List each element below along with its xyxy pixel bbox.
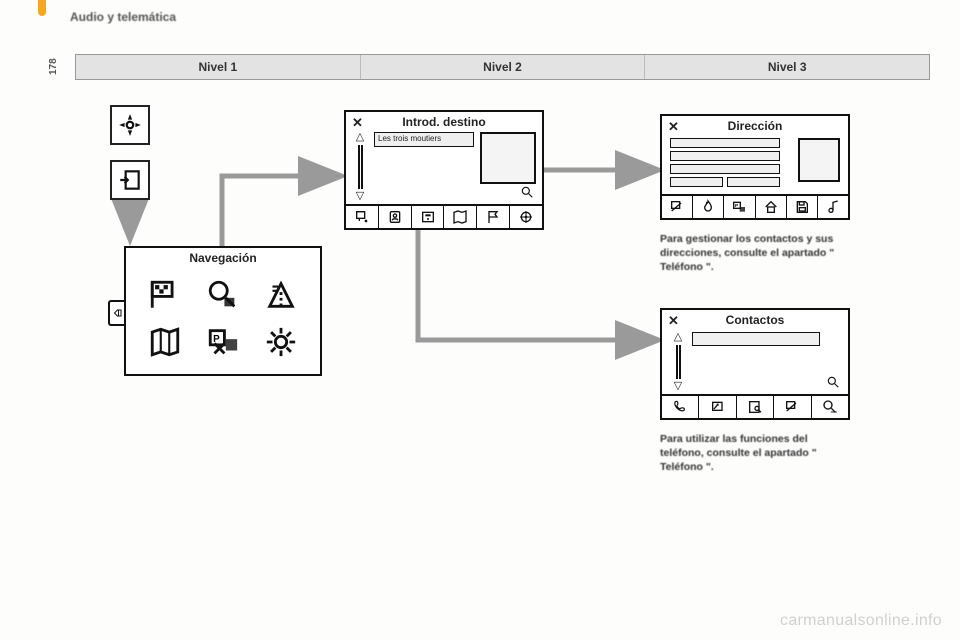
tb-contacts-icon[interactable] <box>379 206 412 228</box>
level-3-label: Nivel 3 <box>645 55 929 79</box>
tb-address-icon[interactable] <box>346 206 379 228</box>
level-header-bar: Nivel 1 Nivel 2 Nivel 3 <box>75 54 930 80</box>
contacts-toolbar: abc <box>662 394 848 418</box>
tb-navcontact-icon[interactable] <box>774 396 811 418</box>
address-panel: ✕ Dirección P <box>660 114 850 220</box>
level-2-label: Nivel 2 <box>361 55 646 79</box>
contacts-caption: Para utilizar las funciones del teléfono… <box>660 432 850 475</box>
nav-route-icon[interactable] <box>256 275 306 314</box>
close-icon[interactable]: ✕ <box>668 119 679 135</box>
scroll-indicator[interactable]: △ ▽ <box>352 132 368 202</box>
close-icon[interactable]: ✕ <box>352 115 363 131</box>
nav-map-icon[interactable] <box>140 322 190 361</box>
svg-text:P: P <box>735 203 738 208</box>
tb-recent-icon[interactable] <box>412 206 445 228</box>
tb-coords-icon[interactable] <box>510 206 542 228</box>
scroll-up-icon[interactable]: △ <box>356 132 364 143</box>
tb-map-icon[interactable] <box>444 206 477 228</box>
magnifier-icon[interactable] <box>826 375 840 394</box>
scroll-down-icon[interactable]: ▽ <box>674 381 682 392</box>
nav-dest-flag-icon[interactable] <box>140 275 190 314</box>
scroll-down-icon[interactable]: ▽ <box>356 191 364 202</box>
address-caption: Para gestionar los contactos y sus direc… <box>660 232 850 275</box>
tb-save-icon[interactable] <box>787 196 818 218</box>
page-number: 178 <box>48 58 59 75</box>
tb-fire-icon[interactable] <box>693 196 724 218</box>
address-toolbar: P <box>662 194 848 218</box>
tb-note-icon[interactable] <box>818 196 848 218</box>
svg-text:abc: abc <box>830 409 836 414</box>
navigation-panel: Navegación P <box>124 246 322 376</box>
watermark-text: carmanualsonline.info <box>780 612 942 630</box>
close-icon[interactable]: ✕ <box>668 313 679 329</box>
tb-missed-icon[interactable] <box>699 396 736 418</box>
destination-toolbar <box>346 204 542 228</box>
destination-entry-field[interactable]: Les trois moutiers <box>374 132 474 147</box>
contacts-panel-title: Contactos <box>662 310 848 329</box>
scroll-up-icon[interactable]: △ <box>674 332 682 343</box>
contacts-entry-field[interactable] <box>692 332 820 346</box>
nav-poi-icon[interactable]: P <box>198 322 248 361</box>
tb-phone-icon[interactable] <box>662 396 699 418</box>
tb-poi-icon[interactable]: P <box>724 196 755 218</box>
compass-button[interactable] <box>110 105 150 145</box>
nav-search-icon[interactable] <box>198 275 248 314</box>
enter-destination-title: Introd. destino <box>346 112 542 131</box>
navigation-panel-title: Navegación <box>126 248 320 267</box>
magnifier-icon[interactable] <box>520 185 534 204</box>
tb-home-icon[interactable] <box>756 196 787 218</box>
tb-navaddr-icon[interactable] <box>662 196 693 218</box>
tb-abc-search-icon[interactable]: abc <box>812 396 848 418</box>
section-heading: Audio y telemática <box>70 10 176 24</box>
scroll-indicator[interactable]: △ ▽ <box>670 332 686 392</box>
address-preview-box <box>798 138 840 182</box>
nav-back-tab[interactable] <box>108 300 124 326</box>
tb-flag-icon[interactable] <box>477 206 510 228</box>
enter-menu-button[interactable] <box>110 160 150 200</box>
enter-destination-panel: ✕ Introd. destino △ ▽ Les trois moutiers <box>344 110 544 230</box>
address-fields[interactable] <box>670 138 780 190</box>
section-tab-marker <box>38 0 46 16</box>
navigation-icon-grid: P <box>126 267 320 371</box>
address-panel-title: Dirección <box>662 116 848 135</box>
destination-preview-box <box>480 132 536 184</box>
nav-settings-icon[interactable] <box>256 322 306 361</box>
level-1-label: Nivel 1 <box>76 55 361 79</box>
svg-text:P: P <box>213 334 220 345</box>
contacts-panel: ✕ Contactos △ ▽ abc <box>660 308 850 420</box>
tb-directory-icon[interactable] <box>737 396 774 418</box>
